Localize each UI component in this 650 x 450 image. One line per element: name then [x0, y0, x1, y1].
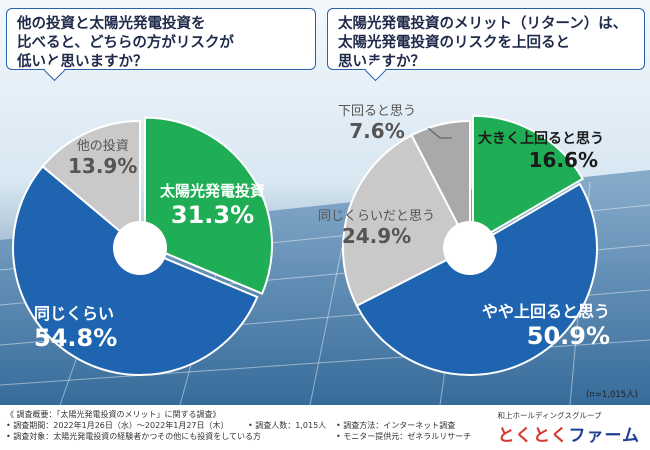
pie-slice-0-2: [41, 119, 141, 251]
label-much-higher-value: 16.6%: [528, 148, 598, 172]
footer-col-2: • 調査人数：1,015人: [248, 420, 326, 431]
label-slightly-higher-name: やや上回ると思う: [482, 302, 611, 321]
question-left: 他の投資と太陽光発電投資を 比べると、どちらの方がリスクが 低いと思いますか？: [6, 8, 316, 82]
pie-slice-1-1: [355, 182, 598, 376]
leader-line-lower: [427, 127, 452, 139]
label-same-right-name: 同じくらいだと思う: [318, 209, 436, 224]
question-right-line-3: 思いますか？: [338, 54, 425, 70]
footer-line: • モニター提供元：ゼネラルリサーチ: [336, 432, 472, 441]
footer-line: 《 調査概要：「太陽光発電投資のメリット」に関する調査》: [6, 410, 221, 419]
footer-col-1: 《 調査概要：「太陽光発電投資のメリット」に関する調査》 • 調査期間：2022…: [6, 409, 261, 442]
pie-slice-1-3: [410, 119, 471, 249]
label-lower-value: 7.6%: [349, 119, 405, 143]
label-same-right-value: 24.9%: [341, 224, 412, 248]
label-same-right: 同じくらいだと思う 24.9%: [318, 205, 435, 248]
pie-slice-1-0: [471, 114, 585, 245]
label-lower-name: 下回ると思う: [338, 104, 417, 119]
footer-line: • 調査対象：太陽光発電投資の経験者かつその他にも投資をしている方: [6, 432, 262, 441]
pie-slice-0-0: [143, 116, 273, 295]
survey-footer: 《 調査概要：「太陽光発電投資のメリット」に関する調査》 • 調査期間：2022…: [0, 405, 650, 450]
question-right: 太陽光発電投資のメリット（リターン）は、 太陽光発電投資のリスクを上回ると 思い…: [327, 8, 645, 82]
label-other-name: 他の投資: [76, 139, 129, 154]
label-slightly-higher-value: 50.9%: [526, 322, 611, 350]
label-solar-value: 31.3%: [170, 201, 255, 229]
donut-charts: [12, 114, 598, 377]
donut-hole-0: [113, 221, 167, 275]
question-right-line-1: 太陽光発電投資のメリット（リターン）は、: [338, 16, 628, 32]
label-other-value: 13.9%: [68, 154, 138, 178]
label-lower: 下回ると思う 7.6%: [338, 100, 416, 143]
question-left-line-2: 比べると、どちらの方がリスクが: [17, 35, 234, 51]
label-much-higher: 大きく上回ると思う 16.6%: [478, 128, 604, 172]
logo-group-name: 和上ホールディングスグループ: [497, 411, 602, 420]
label-slightly-higher: やや上回ると思う 50.9%: [482, 298, 610, 350]
label-same-name: 同じくらい: [34, 304, 115, 323]
question-left-line-1: 他の投資と太陽光発電投資を: [17, 16, 206, 32]
donut-hole-1: [443, 221, 497, 275]
label-much-higher-name: 大きく上回ると思う: [478, 131, 604, 147]
label-solar: 太陽光発電投資 31.3%: [160, 180, 265, 229]
logo-mark-colored: とくとく: [497, 426, 569, 446]
label-same: 同じくらい 54.8%: [34, 300, 117, 352]
footer-col-3: • 調査方法：インターネット調査 • モニター提供元：ゼネラルリサーチ: [336, 420, 471, 442]
label-solar-name: 太陽光発電投資: [160, 182, 266, 200]
sample-size-note: (n=1,015人): [586, 390, 638, 400]
label-same-value: 54.8%: [34, 324, 118, 352]
footer-line: • 調査方法：インターネット調査: [336, 421, 456, 430]
label-other: 他の投資 13.9%: [68, 135, 137, 178]
footer-line: • 調査期間：2022年1月26日（水）〜2022年1月27日（木）: [6, 421, 229, 430]
company-logo: 和上ホールディングスグループ とくとくファーム: [498, 410, 640, 446]
footer-line: • 調査人数：1,015人: [248, 421, 327, 430]
logo-mark-rest: ファーム: [568, 426, 640, 446]
question-right-line-2: 太陽光発電投資のリスクを上回ると: [338, 35, 570, 51]
logo-mark: とくとくファーム: [498, 426, 640, 446]
pie-slice-1-2: [342, 133, 472, 308]
